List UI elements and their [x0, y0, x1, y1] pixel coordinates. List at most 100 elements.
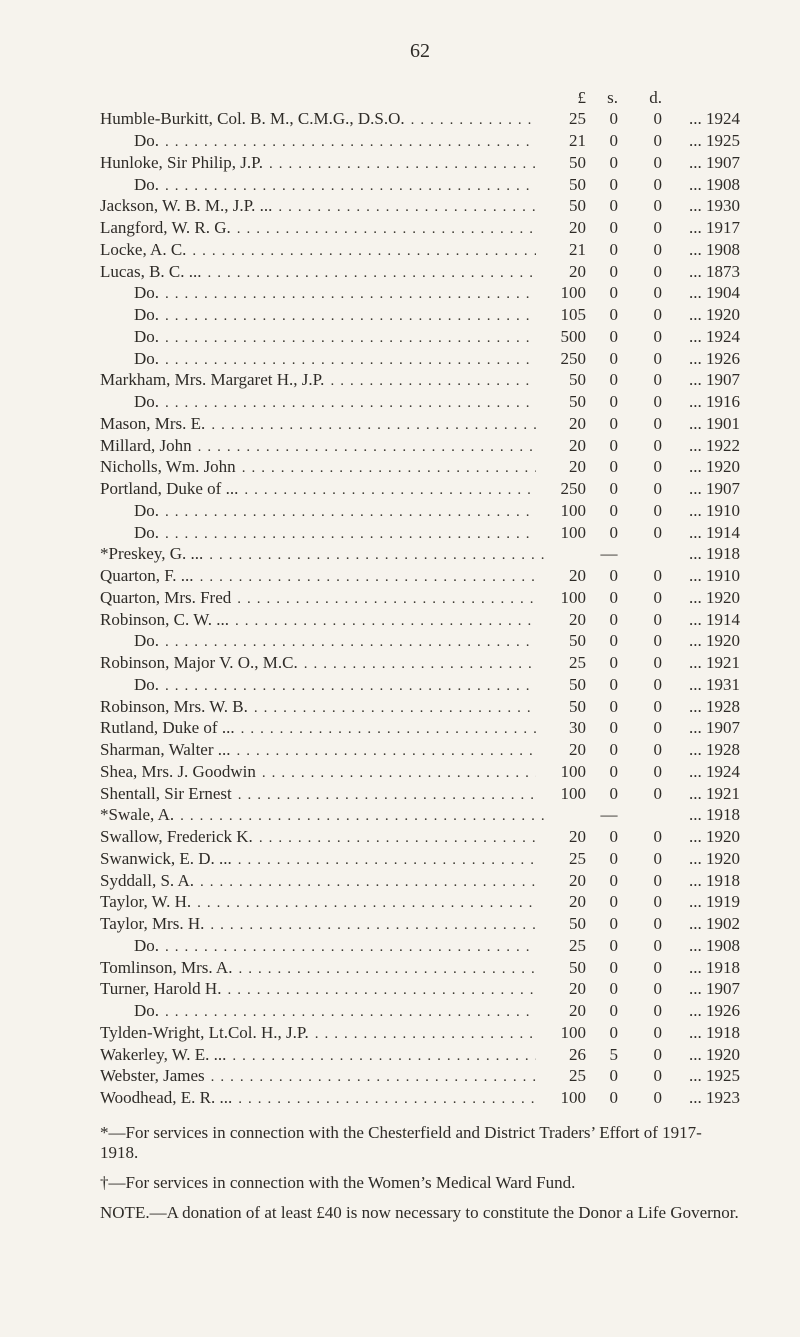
year: ... 1928	[662, 696, 740, 717]
amount-pounds: 50	[536, 674, 586, 695]
amount-shillings: 0	[586, 152, 618, 173]
year: ... 1920	[662, 630, 740, 651]
donor-name: Do.	[100, 304, 165, 325]
amount-pounds: 20	[536, 891, 586, 912]
ledger-row: Tomlinson, Mrs. A.......................…	[100, 957, 740, 979]
amount-pounds: 250	[536, 348, 586, 369]
amount-pence: 0	[618, 522, 662, 543]
amount-pence: 0	[618, 195, 662, 216]
donor-name: Do.	[100, 1000, 165, 1021]
amount-pence: 0	[618, 239, 662, 260]
ledger-row: Millard, John...........................…	[100, 435, 740, 457]
ledger-row: Do......................................…	[100, 348, 740, 370]
dot-leader: ........................................…	[165, 503, 536, 522]
ledger-row: Tylden-Wright, Lt.Col. H., J.P..........…	[100, 1022, 740, 1044]
year: ... 1924	[662, 108, 740, 129]
year: ... 1902	[662, 913, 740, 934]
amount-pounds: 20	[536, 739, 586, 760]
amount-pounds: 25	[536, 848, 586, 869]
ledger-row: Rutland, Duke of .......................…	[100, 717, 740, 739]
amount-pence: 0	[618, 587, 662, 608]
amount-pence: 0	[618, 478, 662, 499]
donor-name: Nicholls, Wm. John	[100, 456, 242, 477]
year: ... 1925	[662, 130, 740, 151]
amount-pence: 0	[618, 565, 662, 586]
dot-leader: ........................................…	[235, 612, 536, 631]
amount-pounds: 30	[536, 717, 586, 738]
amount-pounds: 100	[536, 1022, 586, 1043]
amount-shillings: 0	[586, 1022, 618, 1043]
year: ... 1918	[662, 804, 740, 825]
dot-leader: ........................................…	[165, 525, 536, 544]
amount-pounds: 20	[536, 565, 586, 586]
amount-pounds: 100	[536, 783, 586, 804]
ledger-row: Do......................................…	[100, 174, 740, 196]
amount-shillings: 0	[586, 717, 618, 738]
year: ... 1916	[662, 391, 740, 412]
dot-leader: ........................................…	[242, 459, 536, 478]
year: ... 1907	[662, 978, 740, 999]
ledger-row: Shentall, Sir Ernest....................…	[100, 783, 740, 805]
ledger-row: Swallow, Frederick K....................…	[100, 826, 740, 848]
year: ... 1918	[662, 957, 740, 978]
year: ... 1922	[662, 435, 740, 456]
ledger-row: Taylor, W. H............................…	[100, 891, 740, 913]
amount-pence: 0	[618, 1065, 662, 1086]
amount-shillings: 0	[586, 652, 618, 673]
amount-dash: —	[548, 543, 662, 564]
amount-pounds: 25	[536, 108, 586, 129]
donor-name: Do.	[100, 674, 165, 695]
donor-name: Do.	[100, 500, 165, 521]
amount-pounds: 26	[536, 1044, 586, 1065]
dot-leader: ........................................…	[259, 829, 536, 848]
year: ... 1920	[662, 848, 740, 869]
amount-pounds: 50	[536, 152, 586, 173]
dot-leader: ........................................…	[238, 851, 536, 870]
donor-name: Humble-Burkitt, Col. B. M., C.M.G., D.S.…	[100, 108, 411, 129]
donor-name: *Swale, A.	[100, 804, 180, 825]
year: ... 1914	[662, 522, 740, 543]
amount-shillings: 5	[586, 1044, 618, 1065]
dot-leader: ........................................…	[269, 155, 536, 174]
amount-pence: 0	[618, 435, 662, 456]
dot-leader: ........................................…	[241, 720, 536, 739]
donor-name: Millard, John	[100, 435, 198, 456]
donor-name: Do.	[100, 391, 165, 412]
amount-shillings: 0	[586, 848, 618, 869]
ledger-row: Quarton, F. ............................…	[100, 565, 740, 587]
dot-leader: ........................................…	[165, 351, 536, 370]
donor-name: Turner, Harold H.	[100, 978, 227, 999]
ledger-row: Do......................................…	[100, 304, 740, 326]
footnote-star: *—For services in connection with the Ch…	[100, 1123, 740, 1163]
dot-leader: ........................................…	[262, 764, 536, 783]
donor-name: *Preskey, G. ...	[100, 543, 209, 564]
year: ... 1930	[662, 195, 740, 216]
amount-pounds: 50	[536, 391, 586, 412]
footnotes: *—For services in connection with the Ch…	[100, 1123, 740, 1193]
year: ... 1924	[662, 761, 740, 782]
year: ... 1926	[662, 1000, 740, 1021]
ledger-row: Do......................................…	[100, 326, 740, 348]
year: ... 1907	[662, 369, 740, 390]
amount-pounds: 500	[536, 326, 586, 347]
amount-pence: 0	[618, 1000, 662, 1021]
amount-shillings: 0	[586, 413, 618, 434]
amount-pence: 0	[618, 152, 662, 173]
donor-name: Swanwick, E. D. ...	[100, 848, 238, 869]
amount-pence: 0	[618, 652, 662, 673]
ledger-rows: Humble-Burkitt, Col. B. M., C.M.G., D.S.…	[100, 108, 740, 1109]
dot-leader: ........................................…	[165, 938, 536, 957]
dot-leader: ........................................…	[165, 177, 536, 196]
year: ... 1901	[662, 413, 740, 434]
amount-pounds: 50	[536, 174, 586, 195]
year: ... 1924	[662, 326, 740, 347]
amount-shillings: 0	[586, 674, 618, 695]
amount-pence: 0	[618, 261, 662, 282]
year: ... 1904	[662, 282, 740, 303]
year: ... 1920	[662, 1044, 740, 1065]
dot-leader: ........................................…	[165, 307, 536, 326]
amount-shillings: 0	[586, 609, 618, 630]
dot-leader: ........................................…	[278, 198, 536, 217]
amount-pounds: 250	[536, 478, 586, 499]
amount-shillings: 0	[586, 913, 618, 934]
